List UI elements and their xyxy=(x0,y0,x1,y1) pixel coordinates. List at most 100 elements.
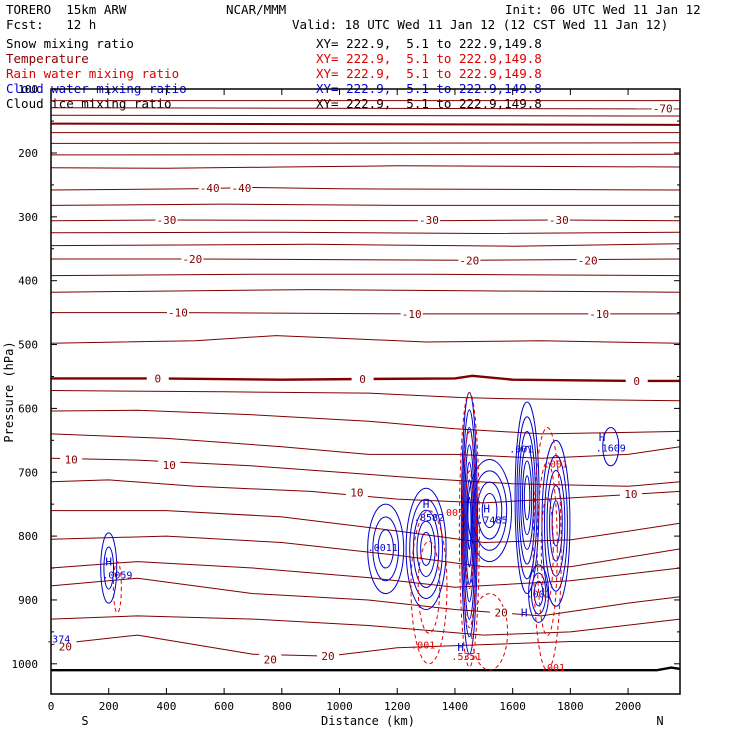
temp-label-15: 10 xyxy=(65,453,78,466)
temp-label-bg-13 xyxy=(351,373,374,385)
rain-a-0 xyxy=(410,510,448,665)
temp-label-8: -20 xyxy=(578,254,598,267)
init-time: Init: 06 UTC Wed 11 Jan 12 xyxy=(505,2,701,17)
temp-label-4: -30 xyxy=(419,214,439,227)
temp-label-7: -20 xyxy=(459,254,479,267)
y-tick-label-7: 800 xyxy=(18,530,38,543)
isotherm-20 xyxy=(50,409,681,435)
rain-core-2 xyxy=(464,470,475,590)
isotherm-3 xyxy=(50,122,681,126)
x-tick-label-2: 400 xyxy=(156,700,176,713)
cloud-water-a-2 xyxy=(377,529,394,569)
temp-label-bg-17 xyxy=(345,486,368,498)
temp-label-17: 10 xyxy=(350,487,363,500)
field-xy-rain: XY= 222.9, 5.1 to 222.9,149.8 xyxy=(316,66,542,81)
isotherm-14 xyxy=(50,273,681,277)
cloud-water-g-0 xyxy=(602,427,620,467)
cloud-water-e-2 xyxy=(546,470,566,577)
value-label-8: .1609 xyxy=(596,443,626,454)
isotherm-19 xyxy=(50,390,681,402)
temp-label-bg-6 xyxy=(181,252,204,264)
value-label-3: .8582 xyxy=(414,513,444,524)
cloud-water-e-0 xyxy=(541,439,571,607)
rain-s-0 xyxy=(112,561,122,614)
temp-label-bg-3 xyxy=(155,214,178,226)
rain-a-1 xyxy=(417,540,441,634)
temp-label-bg-12 xyxy=(146,372,169,384)
contour-lines xyxy=(50,100,681,672)
y-tick-label-6: 700 xyxy=(18,466,38,479)
x-tick-label-9: 1800 xyxy=(557,700,584,713)
cloud-water-b-1 xyxy=(409,498,443,599)
temp-label-6: -20 xyxy=(182,253,202,266)
value-label-12: .001 xyxy=(541,663,565,674)
endpoint-left: S xyxy=(81,714,88,728)
valid-time: Valid: 18 UTC Wed 11 Jan 12 (12 CST Wed … xyxy=(292,17,669,32)
y-tick-label-0: 100 xyxy=(18,83,38,96)
temp-label-bg-11 xyxy=(588,307,611,319)
y-tick-label-3: 400 xyxy=(18,275,38,288)
temp-label-bg-1 xyxy=(198,182,221,194)
isotherm-25 xyxy=(50,535,681,568)
value-label-5: .7485 xyxy=(477,515,507,526)
endpoint-right: N xyxy=(656,714,663,728)
temp-label-2: -40 xyxy=(231,182,251,195)
temp-label-20: 20 xyxy=(264,653,277,666)
cloud-water-e-4 xyxy=(551,500,561,547)
x-tick-label-6: 1200 xyxy=(384,700,411,713)
isotherm-28 xyxy=(50,615,681,636)
isotherm-8 xyxy=(50,186,681,191)
rain-b-1 xyxy=(536,461,558,637)
max-marker-1: H xyxy=(423,498,430,511)
temp-label-21: 20 xyxy=(321,650,334,663)
y-axis-label: Pressure (hPa) xyxy=(2,341,16,442)
temp-label-bg-0 xyxy=(651,102,674,114)
temp-label-bg-5 xyxy=(547,214,570,226)
isotherm-7 xyxy=(50,165,681,169)
x-tick-label-4: 800 xyxy=(272,700,292,713)
temp-label-11: -10 xyxy=(589,308,609,321)
temp-label-0: -70 xyxy=(653,102,673,115)
isotherm-10 xyxy=(50,219,681,222)
cloud-water-d-4 xyxy=(521,460,533,536)
field-label-temperature: Temperature xyxy=(6,51,89,66)
temp-label-bg-8 xyxy=(576,254,599,266)
cloud-water-b-4 xyxy=(420,531,433,566)
temp-label-bg-7 xyxy=(458,254,481,266)
value-label-11: .5351 xyxy=(451,652,481,663)
isotherm-9 xyxy=(50,203,680,206)
temp-label-bg-4 xyxy=(417,214,440,226)
temp-label-14: 0 xyxy=(633,375,640,388)
temp-label-10: -10 xyxy=(402,308,422,321)
temp-label-12: 0 xyxy=(154,372,161,385)
x-tick-label-1: 200 xyxy=(99,700,119,713)
cloud-water-s-0 xyxy=(100,532,118,604)
cloud-water-core-3 xyxy=(464,444,475,603)
temp-label-19: 20 xyxy=(59,641,72,654)
temp-label-1: -40 xyxy=(200,182,220,195)
cloud-water-core-5 xyxy=(466,479,473,568)
field-xy-temperature: XY= 222.9, 5.1 to 222.9,149.8 xyxy=(316,51,542,66)
temp-label-bg-22 xyxy=(490,606,513,618)
temp-label-bg-20 xyxy=(259,653,282,665)
y-tick-label-2: 300 xyxy=(18,211,38,224)
isotherm-17 xyxy=(50,335,681,344)
isotherm-15 xyxy=(50,289,681,293)
temp-label-bg-2 xyxy=(230,182,253,194)
y-tick-label-1: 200 xyxy=(18,147,38,160)
temp-label-bg-9 xyxy=(166,306,189,318)
value-label-10: .001 xyxy=(411,641,435,652)
center-title: NCAR/MMM xyxy=(226,2,287,17)
field-label-cloud-ice: Cloud ice mixing ratio xyxy=(6,96,172,111)
x-tick-label-0: 0 xyxy=(48,700,55,713)
rain-core-1 xyxy=(461,431,478,629)
isotherm-2 xyxy=(50,114,681,117)
isotherm-21 xyxy=(50,433,681,459)
value-label-4: .001 xyxy=(440,508,464,519)
value-label-6: .001 xyxy=(509,445,533,456)
x-tick-label-5: 1000 xyxy=(326,700,353,713)
rain-core-0 xyxy=(458,391,480,668)
cloud-water-c-2 xyxy=(476,481,503,540)
value-label-0: .0059 xyxy=(102,570,132,581)
isotherm-29 xyxy=(50,634,680,657)
